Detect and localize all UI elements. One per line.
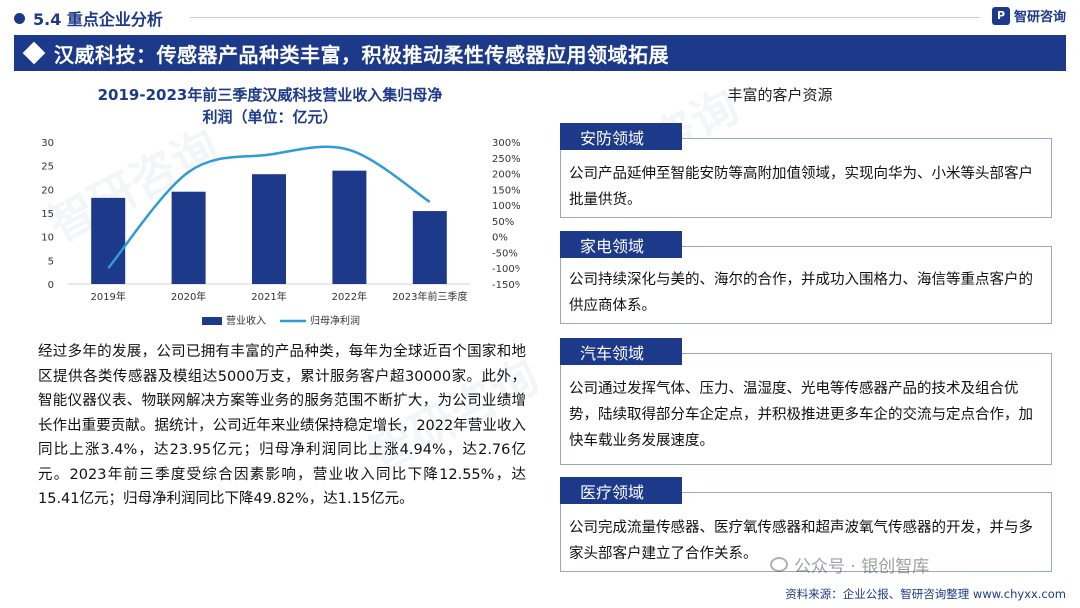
analysis-paragraph: 经过多年的发展，公司已拥有丰富的产品种类，每年为全球近百个国家和地区提供各类传感… bbox=[38, 344, 526, 507]
y-right-tick-label: 50% bbox=[492, 217, 514, 228]
card-medical: 医疗领域 公司完成流量传感器、医疗氧传感器和超声波氧气传感器的开发，并与多家头部… bbox=[560, 477, 1052, 572]
y-left-tick-label: 30 bbox=[41, 138, 54, 149]
y-right-tick-label: 150% bbox=[492, 185, 520, 196]
card-automotive: 汽车领域 公司通过发挥气体、压力、温湿度、光电等传感器产品的技术及组合优势，陆续… bbox=[560, 338, 1052, 465]
y-right-tick-label: -50% bbox=[492, 248, 518, 259]
y-right-tick-label: 300% bbox=[492, 138, 520, 149]
y-left-tick-label: 25 bbox=[41, 162, 54, 173]
page-title: 汉威科技：传感器产品种类丰富，积极推动柔性传感器应用领域拓展 bbox=[54, 42, 669, 67]
y-left-tick-label: 20 bbox=[41, 185, 54, 196]
y-right-tick-label: -100% bbox=[492, 264, 520, 275]
source-note: 资料来源：企业公报、智研咨询整理 www.chyxx.com bbox=[785, 587, 1066, 601]
brand-name: 智研咨询 bbox=[1013, 10, 1066, 25]
card-text-security: 公司产品延伸至智能安防等高附加值领域，实现向华为、小米等头部客户批量供货。 bbox=[569, 166, 1033, 208]
bar bbox=[91, 197, 126, 284]
wechat-icon bbox=[770, 557, 788, 572]
card-text-appliance: 公司持续深化与美的、海尔的合作，并成功入围格力、海信等重点客户的供应商体系。 bbox=[569, 272, 1033, 314]
bar bbox=[412, 211, 447, 284]
bar bbox=[252, 174, 286, 284]
header-divider bbox=[190, 17, 980, 18]
bullet-icon bbox=[14, 12, 25, 24]
card-security: 安防领域 公司产品延伸至智能安防等高附加值领域，实现向华为、小米等头部客户批量供… bbox=[560, 123, 1052, 218]
card-appliance: 家电领域 公司持续深化与美的、海尔的合作，并成功入围格力、海信等重点客户的供应商… bbox=[560, 231, 1052, 324]
chart-title: 2019-2023年前三季度汉威科技营业收入集归母净 利润（单位：亿元） bbox=[40, 84, 500, 128]
chart-title-line1: 2019-2023年前三季度汉威科技营业收入集归母净 bbox=[97, 86, 443, 104]
card-text-medical: 公司完成流量传感器、医疗氧传感器和超声波氧气传感器的开发，并与多家头部客户建立了… bbox=[569, 520, 1033, 562]
y-left-tick-label: 15 bbox=[41, 209, 54, 220]
legend-label-revenue: 营业收入 bbox=[226, 314, 266, 327]
x-tick-label: 2022年 bbox=[332, 290, 367, 303]
bar bbox=[171, 191, 206, 284]
y-left-tick-label: 10 bbox=[41, 233, 54, 244]
brand-icon: P bbox=[991, 6, 1010, 25]
card-text-automotive: 公司通过发挥气体、压力、温湿度、光电等传感器产品的技术及组合优势，陆续取得部分车… bbox=[569, 381, 1033, 449]
legend-label-profit: 归母净利润 bbox=[310, 314, 360, 327]
y-right-tick-label: 100% bbox=[492, 201, 520, 212]
card-tag-automotive: 汽车领域 bbox=[560, 338, 682, 365]
wechat-watermark: 公众号 · 银创智库 bbox=[770, 552, 929, 577]
section-title: 5.4 重点企业分析 bbox=[33, 10, 163, 29]
section-header: 5.4 重点企业分析 bbox=[14, 6, 163, 30]
card-tag-security: 安防领域 bbox=[560, 123, 682, 150]
x-tick-label: 2021年 bbox=[251, 290, 286, 303]
bar bbox=[332, 170, 367, 284]
x-tick-label: 2019年 bbox=[90, 290, 125, 303]
y-left-tick-label: 5 bbox=[48, 256, 54, 267]
y-right-tick-label: 0% bbox=[492, 233, 508, 244]
y-right-tick-label: -150% bbox=[492, 280, 520, 291]
legend-swatch-revenue bbox=[202, 317, 222, 325]
x-tick-label: 2023年前三季度 bbox=[392, 290, 467, 303]
card-tag-appliance: 家电领域 bbox=[560, 231, 682, 258]
y-left-tick-label: 0 bbox=[48, 280, 54, 291]
revenue-profit-chart: 0 5 10 15 20 25 30 -150% -100% -50% 0% 50% 100% 150% 2… bbox=[41, 138, 520, 327]
wechat-text: 公众号 · 银创智库 bbox=[794, 557, 930, 577]
chart-title-line2: 利润（单位：亿元） bbox=[202, 108, 338, 126]
card-tag-medical: 医疗领域 bbox=[560, 477, 682, 504]
customer-resources-title: 丰富的客户资源 bbox=[727, 86, 833, 104]
x-tick-label: 2020年 bbox=[171, 290, 206, 303]
brand-logo: P 智研咨询 bbox=[991, 6, 1066, 25]
title-banner: 汉威科技：传感器产品种类丰富，积极推动柔性传感器应用领域拓展 bbox=[14, 35, 1066, 71]
diamond-icon bbox=[22, 41, 46, 65]
y-right-tick-label: 200% bbox=[492, 170, 520, 181]
y-right-tick-label: 250% bbox=[492, 154, 520, 165]
